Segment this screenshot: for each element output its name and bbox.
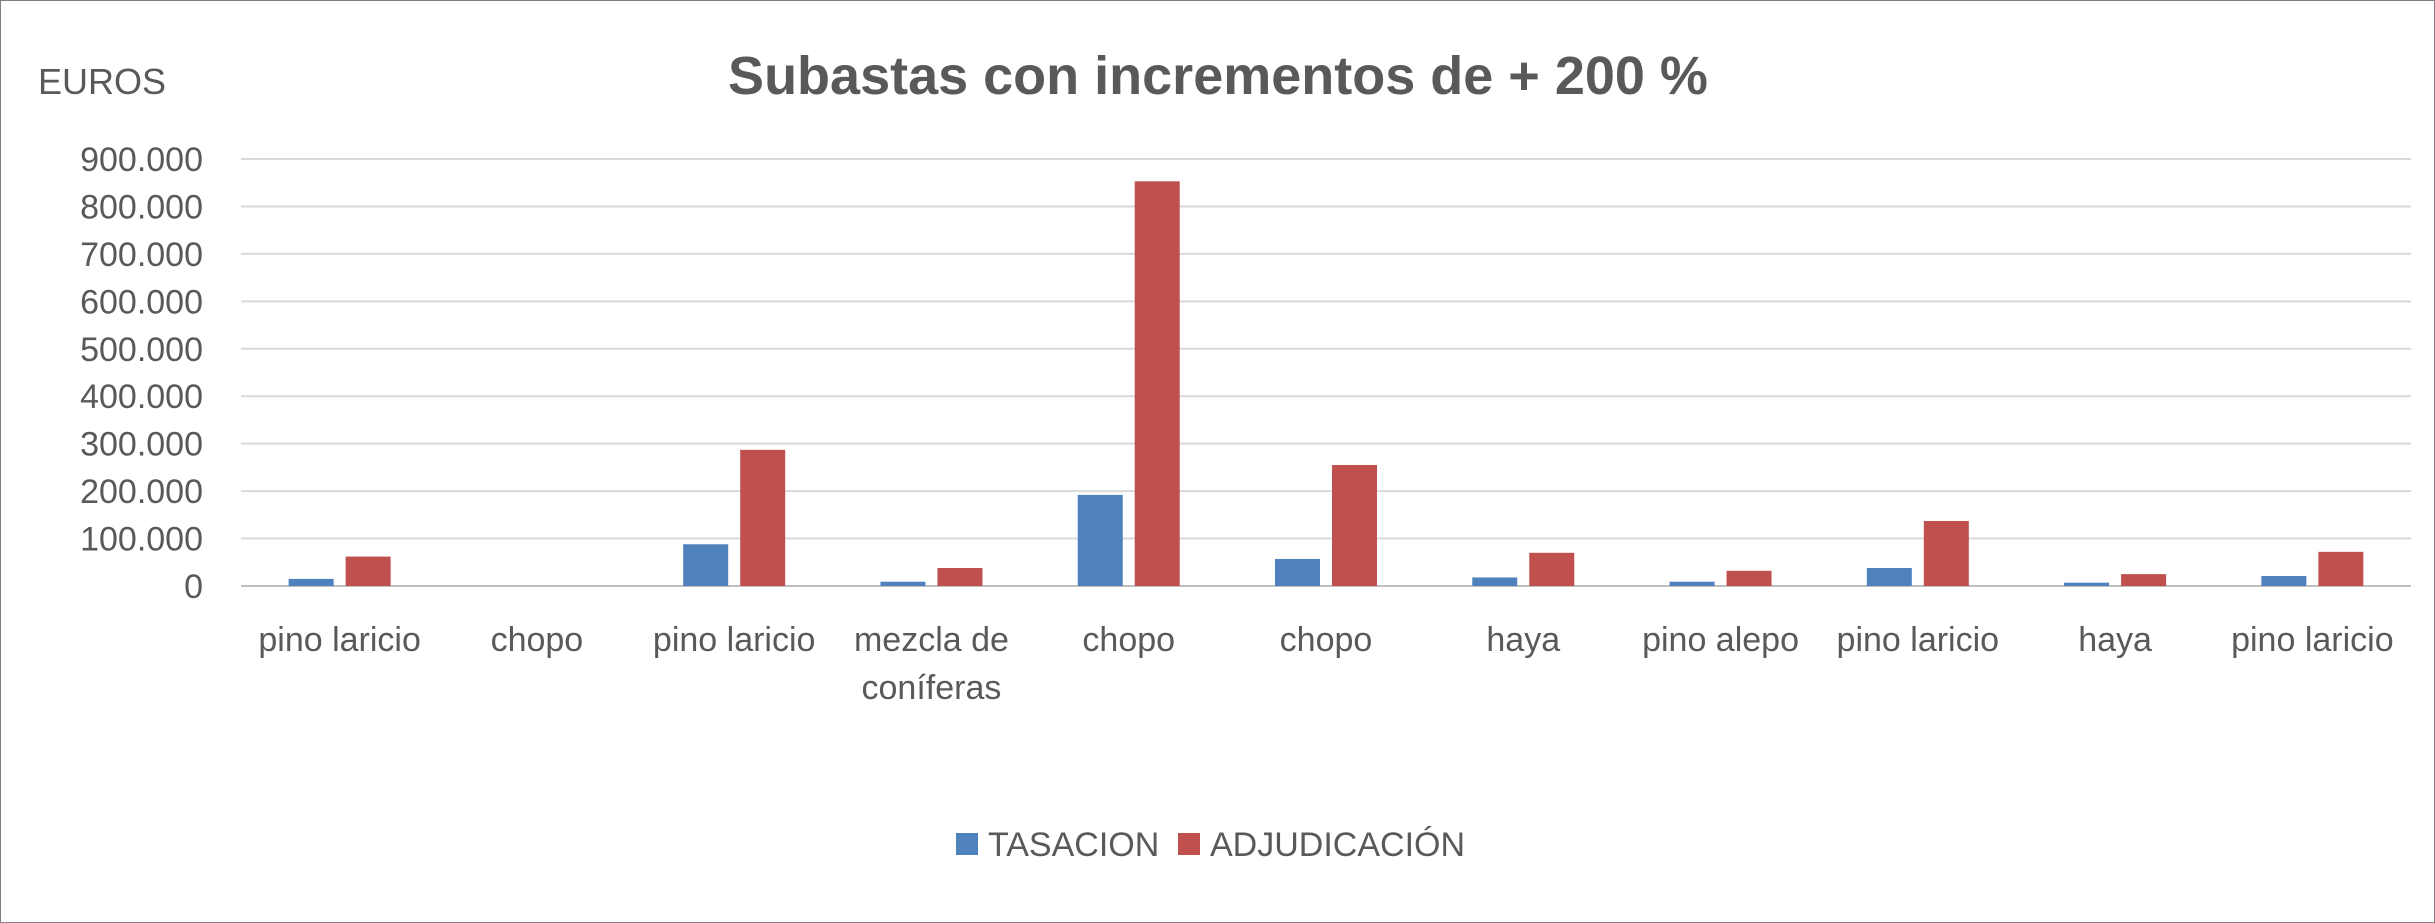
x-tick-label: haya (2078, 621, 2152, 659)
bar-tasacion (683, 544, 729, 586)
bar-adjudicaci-n (1529, 552, 1575, 586)
bar-tasacion (1472, 577, 1518, 586)
x-tick-line: chopo (1082, 621, 1175, 659)
y-tick-label: 100.000 (80, 521, 203, 559)
y-tick-label: 200.000 (80, 473, 203, 511)
bar-adjudicaci-n (345, 556, 391, 586)
x-tick-line: chopo (491, 621, 584, 659)
y-tick-label: 900.000 (80, 141, 203, 179)
y-tick-label: 0 (184, 568, 203, 606)
x-tick-line: haya (1486, 621, 1560, 659)
legend-swatch (956, 833, 978, 855)
bar-tasacion (1077, 494, 1123, 586)
x-tick-line: pino laricio (2231, 621, 2394, 659)
bars (288, 181, 2364, 586)
x-tick-label: chopo (491, 621, 584, 659)
y-tick-label: 700.000 (80, 236, 203, 274)
bar-adjudicaci-n (2121, 574, 2167, 586)
bar-tasacion (2064, 582, 2110, 586)
bar-tasacion (288, 578, 334, 586)
x-tick-line: pino laricio (1837, 621, 2000, 659)
x-tick-label: haya (1486, 621, 1560, 659)
x-tick-label: pino laricio (258, 621, 421, 659)
x-tick-line: pino alepo (1642, 621, 1799, 659)
x-tick-label: chopo (1280, 621, 1373, 659)
bar-adjudicaci-n (1134, 181, 1180, 586)
bar-tasacion (1669, 581, 1715, 586)
y-tick-label: 300.000 (80, 426, 203, 464)
bar-tasacion (1275, 558, 1320, 586)
chart-title: Subastas con incrementos de + 200 % (728, 46, 1708, 106)
legend: TASACION ADJUDICACIÓN (956, 826, 1465, 864)
bar-adjudicaci-n (937, 567, 983, 586)
bar-adjudicaci-n (1923, 521, 1969, 586)
bar-adjudicaci-n (1726, 570, 1772, 586)
x-tick-label: pino laricio (1837, 621, 2000, 659)
bar-tasacion (880, 581, 926, 586)
x-tick-label: pino alepo (1642, 621, 1799, 659)
y-axis-unit-label: EUROS (38, 61, 166, 102)
bar-tasacion (1866, 567, 1912, 586)
legend-label: TASACION (988, 826, 1159, 864)
y-tick-label: 600.000 (80, 283, 203, 321)
x-tick-line: haya (2078, 621, 2152, 659)
y-tick-label: 800.000 (80, 188, 203, 226)
gridlines (241, 158, 2411, 587)
y-tick-label: 500.000 (80, 331, 203, 369)
x-tick-line: coníferas (862, 669, 1002, 707)
x-tick-line: pino laricio (258, 621, 421, 659)
bar-adjudicaci-n (2318, 551, 2364, 586)
legend-swatch (1178, 833, 1200, 855)
x-tick-line: pino laricio (653, 621, 816, 659)
bar-adjudicaci-n (1332, 465, 1377, 586)
x-tick-label: mezcla de coníferas (854, 621, 1009, 707)
legend-label: ADJUDICACIÓN (1210, 826, 1465, 864)
x-tick-line: mezcla de (854, 621, 1009, 659)
bar-adjudicaci-n (740, 449, 786, 586)
x-tick-label: chopo (1082, 621, 1175, 659)
y-tick-label: 400.000 (80, 378, 203, 416)
x-tick-label: pino laricio (653, 621, 816, 659)
bar-tasacion (2261, 576, 2307, 586)
x-axis-ticks: pino laricio chopo pino laricio mezcla de co… (258, 621, 2393, 707)
x-tick-line: chopo (1280, 621, 1373, 659)
x-tick-label: pino laricio (2231, 621, 2394, 659)
y-axis-ticks: 0 100.000 200.000 300.000 400.000 500.000 600.… (80, 141, 203, 606)
